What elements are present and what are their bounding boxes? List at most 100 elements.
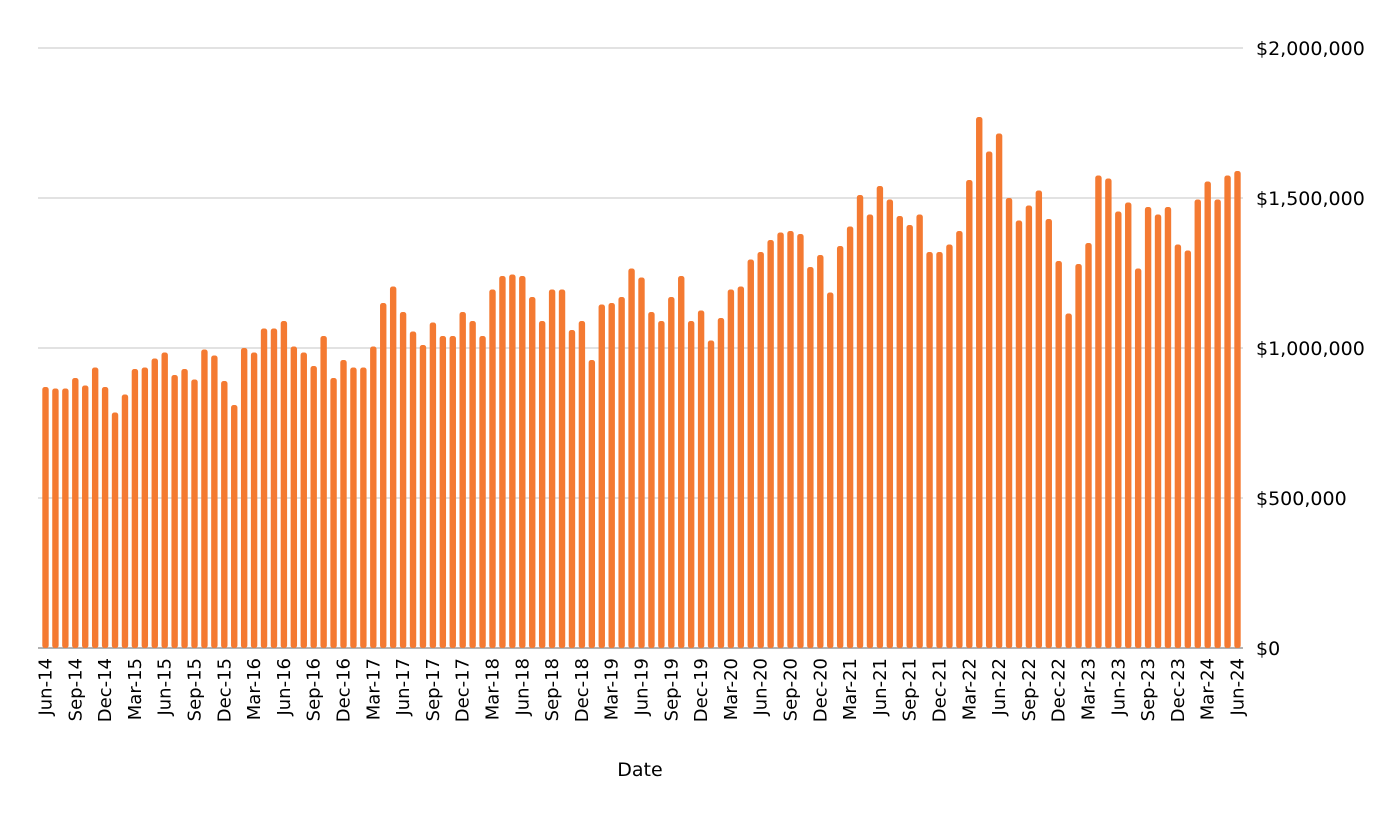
bar [240,348,248,648]
bar [1125,202,1132,648]
x-tick-label: Jun-23 [1108,658,1129,717]
bar [360,367,367,648]
bar [827,292,834,648]
bar [211,355,218,648]
bar [1184,250,1192,648]
bar [310,366,317,648]
x-tick-label: Sep-16 [304,658,325,721]
bar [856,195,864,648]
bar [985,151,993,648]
bar [995,133,1003,648]
x-tick-label: Mar-24 [1198,658,1219,720]
bar [717,318,725,648]
bar [1085,243,1092,648]
bar [72,378,79,648]
bar [568,330,576,648]
x-tick-label: Dec-14 [95,658,116,722]
bar [976,117,983,648]
x-tick-label: Dec-17 [453,658,474,722]
x-tick-label: Sep-20 [781,658,802,721]
bar [101,387,109,648]
bar [250,352,258,648]
bar [270,328,278,648]
bar [896,216,903,648]
x-tick-label: Dec-20 [810,658,831,722]
bar [181,369,188,648]
bar [787,231,794,648]
bar [757,252,764,648]
x-tick-label: Dec-19 [691,658,712,722]
x-tick-label: Mar-19 [602,658,623,720]
bar [1204,181,1211,648]
x-tick-label: Dec-22 [1049,658,1070,722]
bar [1194,199,1201,648]
bar [618,297,625,648]
bar-series [42,117,1241,648]
bar [151,358,158,648]
bar [876,186,884,648]
bar [797,234,804,648]
bar [380,303,387,648]
bar [409,331,417,648]
y-axis-tick-labels: $0 $500,000 $1,000,000 $1,500,000 $2,000,000 [1256,38,1365,660]
bar [161,352,168,648]
bar [389,286,397,648]
y-tick-label: $1,000,000 [1256,338,1365,360]
bar [280,321,288,648]
bar [350,367,357,648]
x-tick-label: Jun-18 [512,658,533,717]
bar [538,321,546,648]
x-tick-label: Jun-21 [870,658,891,717]
bar [91,367,99,648]
x-tick-label: Dec-15 [214,658,235,722]
x-tick-label: Mar-18 [483,658,504,720]
bar [290,346,298,648]
x-tick-label: Sep-21 [900,658,921,721]
bar [817,255,824,648]
bar [1144,207,1152,648]
bar [578,321,586,648]
x-tick-label: Jun-20 [751,658,772,717]
bar [260,328,268,648]
bar [638,277,645,648]
bar [1234,171,1241,648]
bar [499,276,506,648]
bar [697,310,705,648]
bar [548,289,556,648]
bar [1005,198,1013,648]
bar [370,346,377,648]
bar [171,375,178,648]
x-tick-label: Sep-14 [65,658,86,721]
bar [1115,211,1122,648]
bar [946,244,953,648]
y-tick-label: $2,000,000 [1256,38,1365,60]
x-tick-label: Jun-19 [632,658,653,717]
x-tick-label: Mar-23 [1079,658,1100,720]
x-tick-label: Sep-18 [542,658,563,721]
x-axis-label: Date [617,759,662,781]
bar [111,412,119,648]
bar [479,336,486,648]
bar [62,388,69,648]
bar [1164,207,1172,648]
bar [519,276,526,648]
bar [1015,220,1023,648]
bar [737,286,745,648]
bar [608,303,615,648]
bar [936,252,943,648]
x-tick-label: Mar-16 [244,658,265,720]
bar [439,336,447,648]
bar [340,360,347,648]
x-tick-label: Sep-19 [661,658,682,721]
bar [558,289,566,648]
x-tick-label: Sep-23 [1138,658,1159,721]
bar [1075,264,1082,648]
bar [1095,175,1102,648]
x-tick-label: Jun-17 [393,658,414,717]
bar [777,232,784,648]
bar [588,360,596,648]
x-tick-label: Sep-15 [185,658,206,721]
bar [509,274,516,648]
x-tick-label: Jun-15 [155,658,176,717]
